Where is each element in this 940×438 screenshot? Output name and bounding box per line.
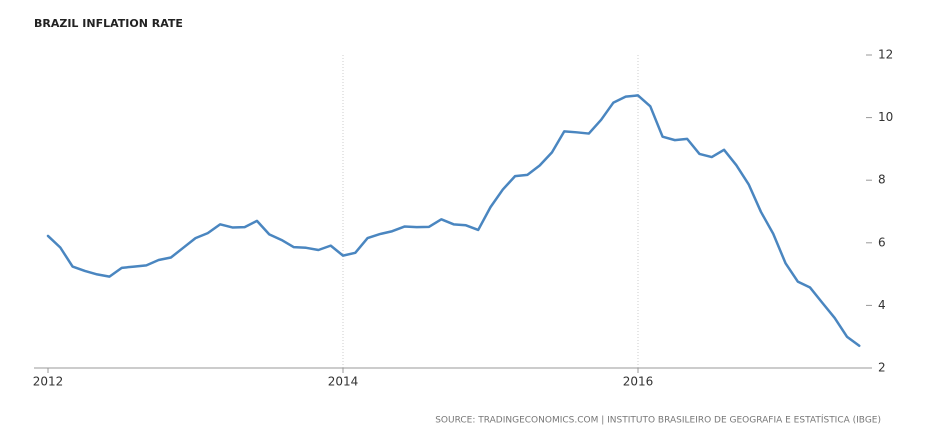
y-tick-label: 8 bbox=[878, 173, 886, 187]
x-tick-label: 2016 bbox=[623, 375, 654, 389]
y-tick-label: 2 bbox=[878, 361, 886, 375]
y-tick-label: 4 bbox=[878, 298, 886, 312]
data-line bbox=[46, 94, 861, 348]
source-note: SOURCE: TRADINGECONOMICS.COM | INSTITUTO… bbox=[435, 414, 881, 426]
y-tick-label: 6 bbox=[878, 235, 886, 249]
y-tick-label: 10 bbox=[878, 110, 893, 124]
y-tick-label: 12 bbox=[878, 48, 893, 62]
x-tick-label: 2014 bbox=[328, 375, 359, 389]
chart-title: BRAZIL INFLATION RATE bbox=[34, 17, 183, 30]
x-tick-label: 2012 bbox=[33, 375, 64, 389]
